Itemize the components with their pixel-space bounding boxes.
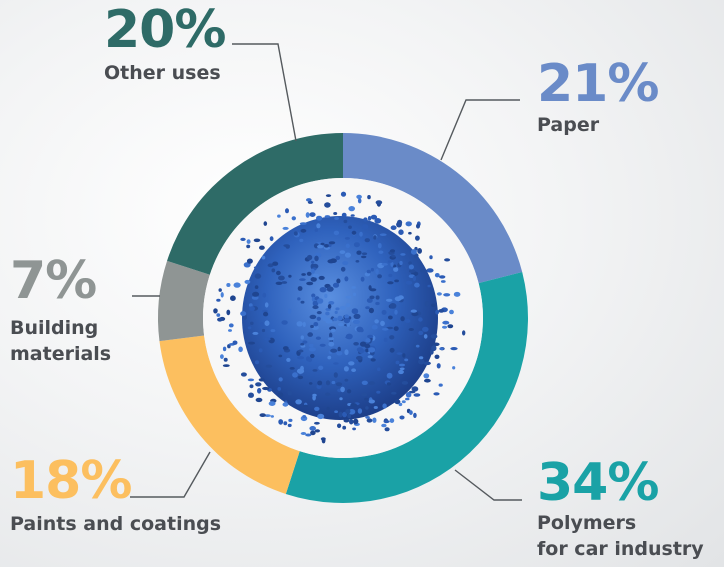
slice-label-building-materials-line2: materials [10,343,112,365]
leader-line-paper [440,99,520,161]
slice-label-building-materials-line1: Building [10,317,99,339]
slice-value-paper: 21% [537,54,659,114]
slice-label-paints-and-coatings: Paints and coatings [10,513,222,535]
leader-line-polymers [454,469,522,501]
slice-building-materials [158,260,210,342]
slice-paper [343,133,523,284]
leader-line-paints-and-coatings [130,451,211,498]
slice-value-building-materials: 7% [10,251,97,311]
slice-label-other-uses: Other uses [104,62,221,84]
slice-value-paints-and-coatings: 18% [10,451,132,511]
slice-label-paper: Paper [537,114,600,136]
leader-line-other-uses [232,43,297,142]
slice-paints-and-coatings [159,335,300,494]
slice-value-other-uses: 20% [104,0,226,60]
slice-label-polymers-line1: Polymers [537,512,637,534]
slice-label-polymers-line2: for car industry [537,538,704,560]
slice-polymers-for-car-industry [285,271,528,504]
plastic-granules-image [213,191,466,444]
slice-other-uses [167,133,343,275]
slice-value-polymers: 34% [537,453,659,513]
